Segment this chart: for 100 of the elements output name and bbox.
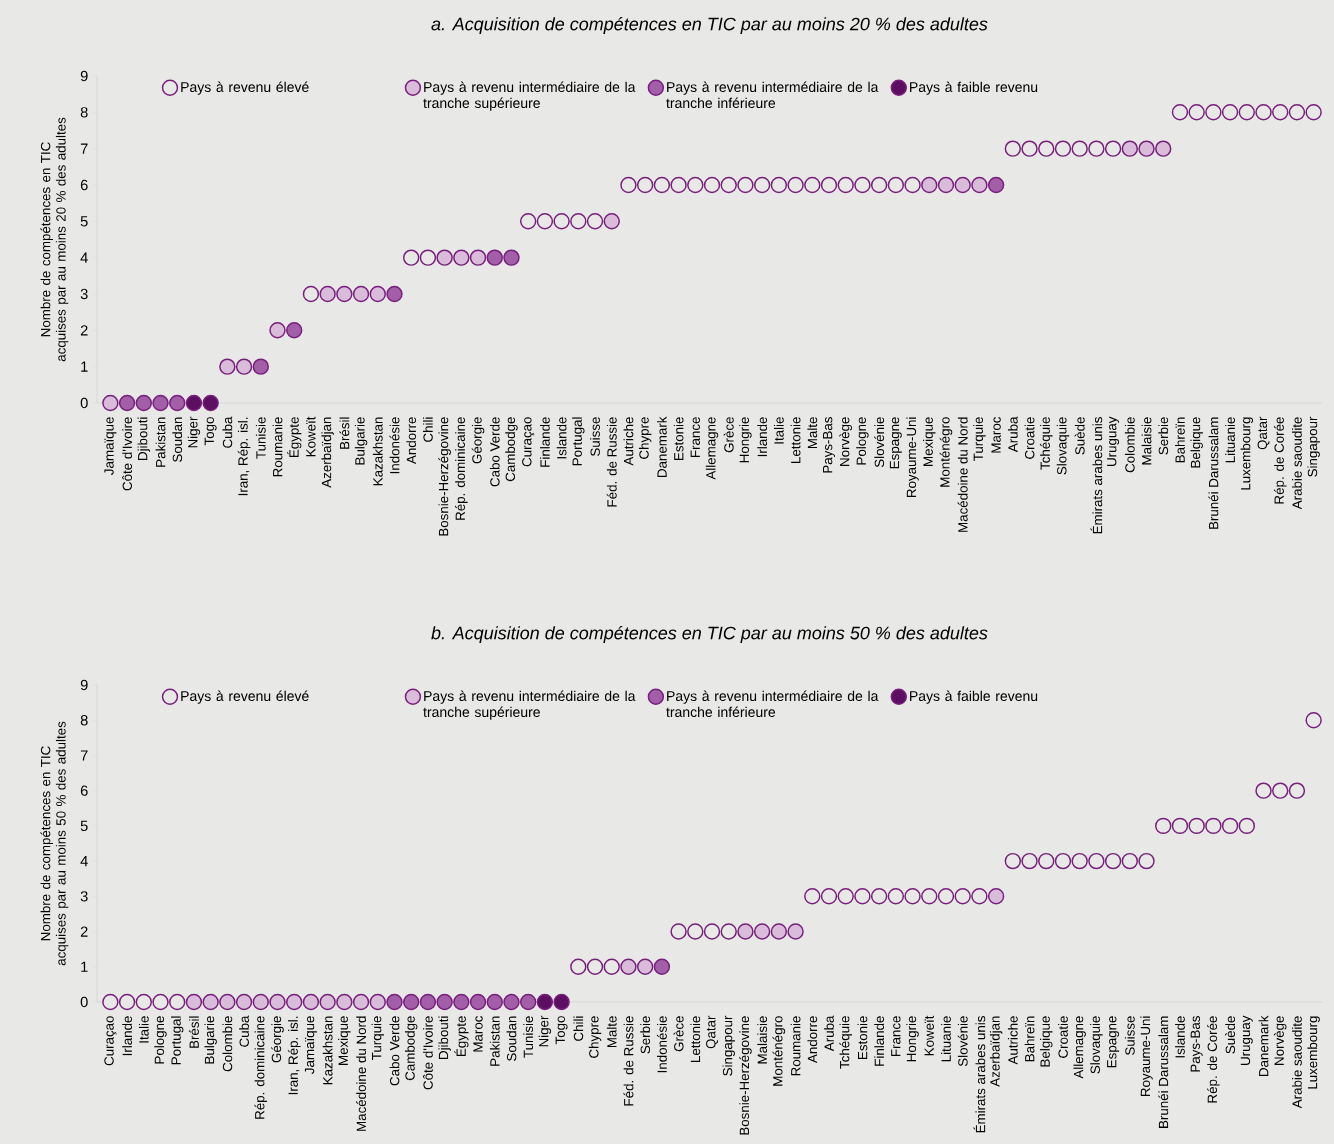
y-tick-label: 1 — [81, 361, 88, 372]
x-tick-label: Slovaquie — [1090, 1016, 1103, 1074]
point — [152, 394, 169, 412]
point — [804, 176, 821, 194]
x-tick-label: Malaisie — [1141, 417, 1152, 465]
x-tick-label: Autriche — [1007, 1016, 1018, 1065]
x-tick-label: Chili — [423, 417, 433, 442]
point — [1004, 852, 1022, 870]
x-tick-label: Islande — [556, 417, 567, 459]
point — [286, 322, 303, 339]
point — [269, 993, 286, 1011]
x-tick-label: Croatie — [1024, 417, 1035, 459]
point — [1088, 852, 1105, 870]
x-tick-label: Pakistan — [489, 1016, 500, 1066]
point — [887, 176, 905, 194]
x-tick-label: Féd. de Russie — [606, 417, 617, 507]
point — [687, 923, 704, 940]
point — [185, 993, 203, 1011]
x-tick-label: Arabie saoudite — [1292, 417, 1302, 510]
x-tick-label: Finlande — [874, 1016, 885, 1066]
point — [586, 958, 604, 975]
x-tick-label: Bulgarie — [204, 1016, 217, 1064]
x-tick-label: Macédoine du Nord — [356, 1016, 367, 1131]
point — [486, 249, 503, 266]
point — [570, 213, 587, 230]
x-tick-label: Brunéi Darussalam — [1158, 1016, 1169, 1128]
x-tick-label: Turquie — [371, 1016, 384, 1061]
point — [1188, 817, 1205, 835]
x-tick-label: Rép. dominicaine — [254, 1016, 268, 1119]
point — [102, 993, 119, 1011]
x-tick-label: Indonésie — [389, 417, 400, 474]
point — [837, 176, 854, 194]
point — [369, 993, 386, 1011]
x-tick-label: Finlande — [540, 417, 550, 467]
point — [1104, 852, 1122, 870]
y-tick-label: 6 — [80, 785, 88, 796]
point — [1238, 817, 1256, 835]
x-tick-label: Chili — [573, 1016, 584, 1041]
x-tick-label: Pakistan — [155, 417, 166, 467]
x-tick-label: Togo — [204, 417, 217, 446]
point — [219, 358, 236, 375]
point — [1021, 852, 1038, 870]
point — [352, 285, 370, 303]
point — [603, 958, 620, 975]
point — [870, 888, 888, 905]
x-tick-label: Pays-Bas — [1190, 1016, 1203, 1072]
x-tick-label: Côte d'Ivoire — [122, 417, 132, 491]
point — [269, 322, 286, 339]
point — [937, 176, 955, 194]
point — [1121, 852, 1139, 870]
x-tick-label: Monténégro — [939, 417, 953, 487]
point — [503, 249, 520, 266]
point — [854, 176, 871, 194]
x-tick-label: Andorre — [406, 417, 417, 464]
y-tick-label: 1 — [81, 961, 88, 972]
x-tick-label: Andorre — [807, 1016, 818, 1063]
x-tick-label: Suisse — [590, 417, 600, 456]
legend-label: Pays à revenu intermédiaire de la tranche supérieure — [423, 690, 636, 720]
x-tick-label: Qatar — [706, 1015, 718, 1049]
point — [202, 394, 219, 412]
point — [102, 394, 119, 412]
point — [486, 993, 503, 1011]
x-tick-label: Géorgie — [471, 417, 485, 464]
x-tick-label: Danemark — [1258, 1015, 1269, 1076]
point — [553, 213, 570, 230]
point — [1205, 104, 1222, 121]
x-tick-label: Roumanie — [790, 1016, 801, 1076]
x-tick-label: Singapour — [722, 1015, 735, 1076]
point — [1138, 852, 1155, 870]
point — [987, 888, 1005, 905]
x-tick-label: Belgique — [1190, 417, 1203, 468]
point — [453, 993, 470, 1011]
x-tick-label: Macédoine du Nord — [957, 417, 968, 532]
chart-title: b. Acquisition de compétences en TIC par au moins 50 % des adultes — [431, 625, 988, 643]
point — [1221, 817, 1239, 835]
x-tick-label: Tunisie — [255, 417, 266, 459]
point — [1188, 104, 1205, 121]
x-tick-label: Chypre — [638, 417, 652, 459]
point — [1054, 852, 1072, 870]
x-tick-label: Monténégro — [772, 1016, 786, 1086]
y-tick-label: 4 — [80, 856, 88, 867]
legend-label: Pays à faible revenu — [910, 690, 1038, 704]
x-tick-label: Rép. dominicaine — [455, 417, 468, 520]
x-tick-label: Togo — [555, 1016, 568, 1045]
y-tick-label: 6 — [80, 179, 88, 191]
x-tick-label: Côte d'Ivoire — [422, 1016, 433, 1090]
x-tick-label: Bahreïn — [1024, 1016, 1035, 1062]
x-tick-label: Suisse — [1124, 1016, 1135, 1055]
x-tick-label: Malte — [807, 417, 818, 449]
x-tick-label: Cuba — [222, 416, 233, 448]
x-tick-label: Autriche — [623, 417, 634, 466]
x-tick-label: Émirats arabes unis — [973, 1016, 986, 1133]
x-tick-label: Aruba — [824, 1015, 834, 1052]
point — [653, 176, 671, 194]
chart-title: a. Acquisition de compétences en TIC par au moins 20 % des adultes — [431, 16, 988, 34]
x-tick-label: Uruguay — [1107, 416, 1120, 466]
x-tick-label: Kazakhstan — [322, 1016, 333, 1085]
x-tick-label: Luxembourg — [1240, 417, 1254, 490]
point — [904, 176, 921, 194]
y-tick-label: 8 — [80, 715, 88, 726]
